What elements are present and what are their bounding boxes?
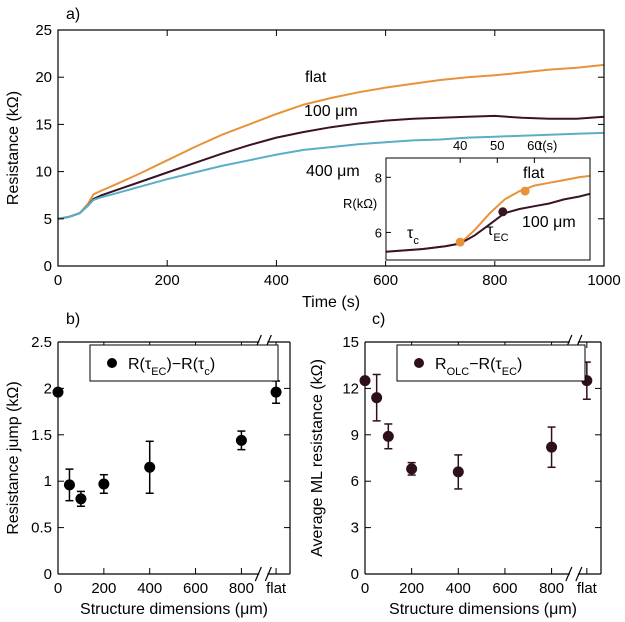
y-tick-label-b: 2	[44, 380, 52, 397]
data-point-c	[382, 430, 394, 442]
plot-frame-a	[57, 29, 605, 267]
y-tick-label-b: 1	[44, 473, 52, 490]
y-tick-label-c: 9	[351, 427, 359, 444]
axis-break-mark-b	[264, 566, 272, 582]
y-tick-label-b: 0	[44, 566, 52, 583]
x-tick-label-a: 800	[482, 272, 507, 289]
x-tick-label-a: 600	[373, 272, 398, 289]
data-point-b	[235, 434, 247, 446]
inset-label-tau-ec: τEC	[487, 222, 509, 244]
legend-marker-c	[414, 358, 424, 368]
panel-a: a) 0 200 400 600 800 1000 0 5 10 15 20 25 Time (s) Res…	[5, 6, 621, 311]
y-tick-label-b: 2.5	[31, 334, 52, 351]
y-tick-label-a: 0	[44, 258, 52, 275]
y-axis-title-a: Resistance (kΩ)	[5, 91, 22, 205]
data-point-b	[63, 479, 75, 491]
x-tick-label-c: 400	[446, 580, 471, 597]
axis-break-mark-c	[575, 566, 583, 582]
y-axis-title-b: Resistance jump (kΩ)	[5, 381, 22, 534]
series-line-400um	[57, 131, 605, 220]
x-tick-label-a: 200	[155, 272, 180, 289]
data-point-c	[406, 463, 418, 475]
curve-label-100um: 100 μm	[304, 103, 358, 120]
legend-box-b	[89, 344, 279, 382]
y-tick-label-b: 0.5	[31, 520, 52, 537]
data-point-c	[546, 441, 558, 453]
data-point-b	[98, 478, 110, 490]
inset-marker-2	[520, 186, 530, 196]
legend-marker-b	[107, 358, 117, 368]
inset-frame	[385, 157, 591, 261]
y-tick-label-c: 15	[342, 334, 359, 351]
inset-y-tick-label: 6	[375, 225, 382, 240]
inset-x-tick-label: 60	[527, 138, 541, 153]
panel-b: b) 0 200 400 600 800 flat 0 0.5 1 1.5 2 2.5 Structure…	[5, 311, 291, 618]
data-point-b	[75, 493, 87, 505]
inset-y-title: R(kΩ)	[343, 196, 377, 211]
series-line-flat	[57, 63, 605, 220]
x-axis-title-a: Time (s)	[302, 294, 360, 311]
y-tick-label-c: 6	[351, 473, 359, 490]
x-tick-label-a: 400	[264, 272, 289, 289]
data-point-b	[52, 386, 64, 398]
x-tick-label-b: 400	[137, 580, 162, 597]
x-tick-label-c: 800	[539, 580, 564, 597]
y-tick-label-b: 1.5	[31, 427, 52, 444]
legend-box-c	[396, 344, 586, 382]
x-tick-label-c: 0	[361, 580, 369, 597]
x-tick-label-b: 0	[54, 580, 62, 597]
legend-text-b: R(τEC)−R(τc)	[128, 356, 215, 378]
inset-marker-0	[455, 237, 465, 247]
panel-label-a: a)	[66, 6, 80, 23]
panel-label-c: c)	[372, 311, 385, 328]
inset-x-title: t(s)	[539, 138, 558, 153]
inset-y-tick-label: 8	[375, 170, 382, 185]
inset-label-flat: flat	[523, 165, 545, 182]
x-tick-label-b: 200	[91, 580, 116, 597]
data-point-c	[452, 466, 464, 478]
data-point-b	[144, 461, 156, 473]
y-tick-label-a: 10	[35, 164, 52, 181]
inset: 40 50 60t(s) 6 8 R(kΩ) τc τEC flat 100 μm	[343, 138, 591, 261]
x-tick-label-c: flat	[577, 580, 598, 597]
x-tick-label-c: 200	[399, 580, 424, 597]
inset-marker-1	[498, 207, 508, 217]
panel-c: c) 0 200 400 600 800 flat 0 3 6 9 12 15 Structure dim…	[309, 311, 602, 618]
data-point-b	[270, 386, 282, 398]
y-tick-label-a: 20	[35, 69, 52, 86]
x-axis-title-c: Structure dimensions (μm)	[389, 601, 577, 618]
panel-label-b: b)	[66, 311, 80, 328]
y-tick-label-a: 5	[44, 211, 52, 228]
y-tick-label-a: 25	[35, 22, 52, 39]
y-tick-label-c: 0	[351, 566, 359, 583]
legend-text-c: ROLC−R(τEC)	[435, 356, 522, 378]
inset-label-tau-c: τc	[407, 225, 419, 247]
x-tick-label-c: 600	[492, 580, 517, 597]
x-tick-label-a: 1000	[587, 272, 620, 289]
x-tick-label-b: 600	[183, 580, 208, 597]
x-tick-label-b: flat	[266, 580, 287, 597]
y-axis-title-c: Average ML resistance (kΩ)	[309, 359, 326, 557]
y-tick-label-a: 15	[35, 116, 52, 133]
x-tick-label-b: 800	[229, 580, 254, 597]
inset-x-tick-label: 50	[490, 138, 504, 153]
y-tick-label-c: 12	[342, 380, 359, 397]
data-point-c	[359, 375, 371, 387]
x-tick-label-a: 0	[54, 272, 62, 289]
inset-label-100um: 100 μm	[522, 214, 576, 231]
data-point-c	[371, 392, 383, 404]
inset-x-tick-label: 40	[453, 138, 467, 153]
curve-label-400um: 400 μm	[306, 163, 360, 180]
y-tick-label-c: 3	[351, 520, 359, 537]
axis-break-mark-b	[254, 566, 262, 582]
curve-label-flat: flat	[305, 69, 327, 86]
x-axis-title-b: Structure dimensions (μm)	[80, 601, 268, 618]
axis-break-mark-c	[565, 566, 573, 582]
inset-background	[385, 157, 591, 261]
